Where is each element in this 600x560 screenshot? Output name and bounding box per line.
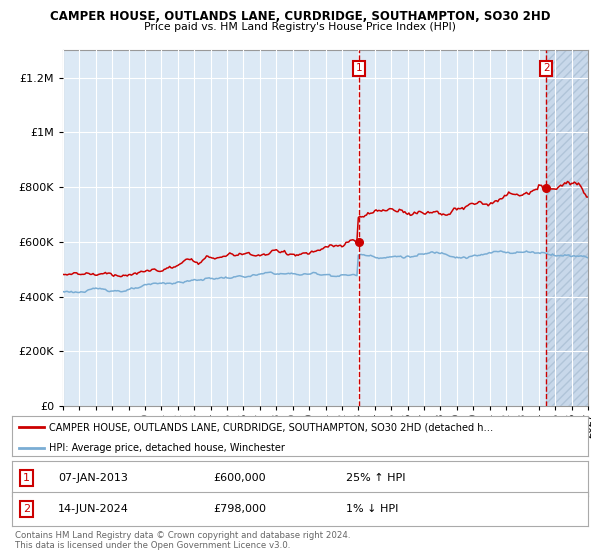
- Text: £600,000: £600,000: [214, 473, 266, 483]
- Text: 2: 2: [543, 63, 550, 73]
- Text: CAMPER HOUSE, OUTLANDS LANE, CURDRIDGE, SOUTHAMPTON, SO30 2HD (detached h…: CAMPER HOUSE, OUTLANDS LANE, CURDRIDGE, …: [49, 422, 494, 432]
- Text: Price paid vs. HM Land Registry's House Price Index (HPI): Price paid vs. HM Land Registry's House …: [144, 22, 456, 32]
- Text: 25% ↑ HPI: 25% ↑ HPI: [346, 473, 406, 483]
- Text: Contains HM Land Registry data © Crown copyright and database right 2024.: Contains HM Land Registry data © Crown c…: [15, 531, 350, 540]
- Text: HPI: Average price, detached house, Winchester: HPI: Average price, detached house, Winc…: [49, 442, 286, 452]
- Text: This data is licensed under the Open Government Licence v3.0.: This data is licensed under the Open Gov…: [15, 541, 290, 550]
- Text: 1: 1: [355, 63, 362, 73]
- Text: CAMPER HOUSE, OUTLANDS LANE, CURDRIDGE, SOUTHAMPTON, SO30 2HD: CAMPER HOUSE, OUTLANDS LANE, CURDRIDGE, …: [50, 10, 550, 23]
- Text: 1% ↓ HPI: 1% ↓ HPI: [346, 504, 398, 514]
- Text: 14-JUN-2024: 14-JUN-2024: [58, 504, 129, 514]
- Text: 1: 1: [23, 473, 30, 483]
- Text: 07-JAN-2013: 07-JAN-2013: [58, 473, 128, 483]
- Bar: [546, 50, 596, 406]
- Text: 2: 2: [23, 504, 30, 514]
- Text: £798,000: £798,000: [214, 504, 266, 514]
